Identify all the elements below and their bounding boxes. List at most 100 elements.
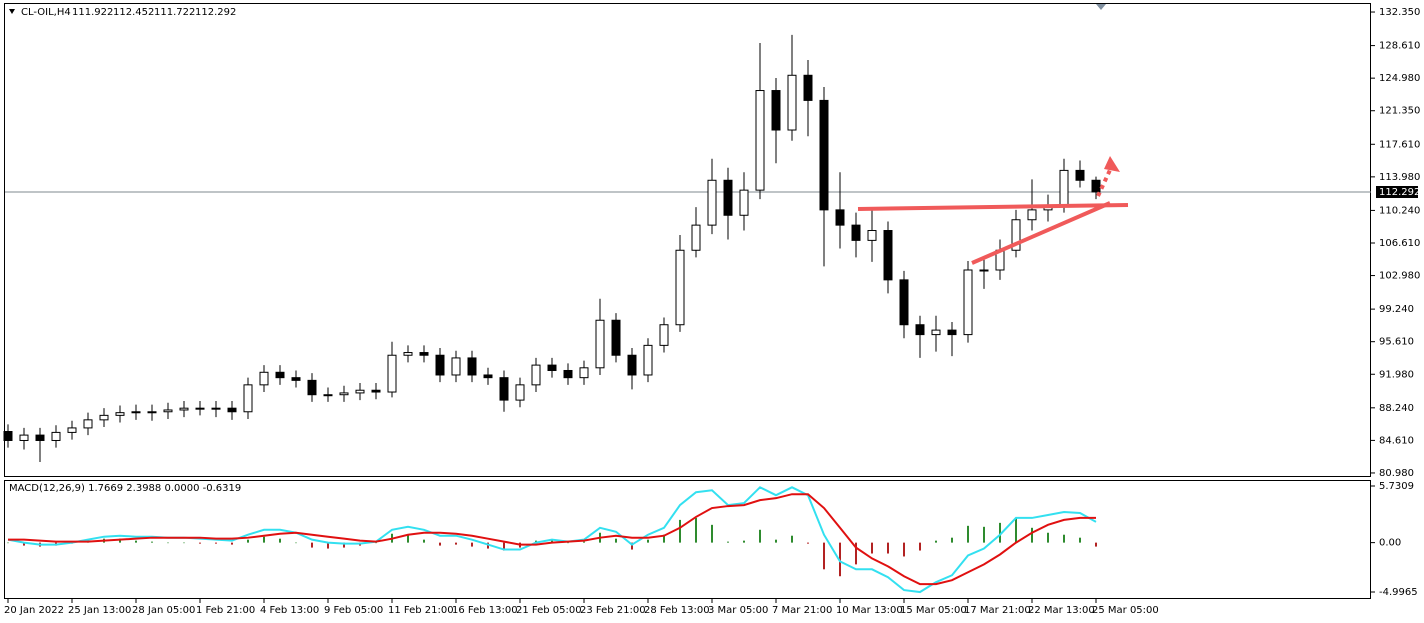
histogram-bar	[7, 542, 9, 544]
candle-body	[675, 249, 685, 326]
candle-body	[403, 352, 413, 356]
histogram-bar	[855, 542, 857, 565]
histogram-bar	[327, 542, 329, 549]
candle-body	[1059, 169, 1069, 206]
histogram-bar	[679, 519, 681, 543]
header-value: 112.452	[113, 7, 154, 18]
trend-line	[971, 201, 1111, 265]
candle-body	[195, 407, 205, 410]
candle-body	[883, 230, 893, 281]
candle-body	[659, 324, 669, 346]
header-value: 111.922	[72, 7, 113, 18]
histogram-bar	[343, 542, 345, 548]
symbol-title: CL-OIL,H4	[21, 7, 71, 18]
candle-body	[1091, 179, 1101, 193]
histogram-bar	[887, 542, 889, 554]
candle-body	[499, 377, 509, 401]
candle-body	[643, 344, 653, 376]
candle-body	[915, 324, 925, 336]
x-tick-label: 16 Feb 13:00	[452, 605, 518, 616]
x-tick-label: 15 Mar 05:00	[900, 605, 967, 616]
histogram-bar	[471, 542, 473, 547]
histogram-bar	[903, 542, 905, 557]
histogram-bar	[951, 537, 953, 543]
histogram-bar	[647, 539, 649, 543]
histogram-bar	[167, 542, 169, 544]
histogram-bar	[1079, 537, 1081, 543]
histogram-bar	[967, 525, 969, 543]
histogram-bar	[711, 524, 713, 543]
histogram-bar	[279, 538, 281, 543]
candle-body	[739, 189, 749, 216]
histogram-bar	[839, 542, 841, 577]
histogram-bar	[1095, 542, 1097, 547]
histogram-bar	[775, 539, 777, 543]
candle-body	[19, 434, 29, 441]
candle-body	[787, 74, 797, 131]
x-tick-label: 20 Jan 2022	[4, 605, 64, 616]
histogram-bar	[551, 539, 553, 543]
candle-body	[291, 377, 301, 381]
candle-body	[1075, 169, 1085, 181]
candle-body	[35, 434, 45, 441]
x-tick-label: 22 Mar 13:00	[1028, 605, 1095, 616]
candle-body	[163, 409, 173, 413]
histogram-bar	[375, 542, 377, 544]
histogram-bar	[199, 542, 201, 544]
y-tick-label: 121.350	[1379, 106, 1420, 117]
x-tick-label: 21 Feb 05:00	[516, 605, 582, 616]
histogram-bar	[615, 538, 617, 543]
histogram-bar	[823, 542, 825, 570]
macd-panel-frame	[4, 480, 1371, 599]
candle-body	[243, 384, 253, 413]
histogram-bar	[727, 541, 729, 543]
candle-body	[67, 427, 77, 433]
candle-body	[547, 364, 557, 371]
macd-line	[8, 493, 1096, 586]
candle-body	[755, 90, 765, 191]
x-tick-label: 28 Feb 13:00	[644, 605, 710, 616]
histogram-bar	[1047, 532, 1049, 543]
candle-body	[115, 412, 125, 416]
candle-body	[931, 329, 941, 336]
histogram-bar	[759, 529, 761, 543]
x-tick-label: 1 Feb 21:00	[196, 605, 255, 616]
y-tick-label: 117.610	[1379, 139, 1420, 150]
candle-body	[515, 384, 525, 401]
histogram-bar	[871, 542, 873, 554]
candle-body	[723, 179, 733, 216]
candle-body	[835, 209, 845, 226]
candle-body	[899, 279, 909, 326]
y-tick-label: 88.240	[1379, 403, 1414, 414]
histogram-bar	[503, 542, 505, 551]
x-tick-label: 25 Jan 13:00	[68, 605, 131, 616]
last-price-label: 112.292	[1379, 187, 1420, 198]
histogram-bar	[935, 540, 937, 543]
annotations	[857, 156, 1129, 265]
candle-body	[371, 389, 381, 393]
histogram-bar	[263, 536, 265, 543]
histogram-bar	[407, 534, 409, 543]
candle-body	[51, 431, 61, 441]
y-tick-label: 102.980	[1379, 271, 1420, 282]
x-tick-label: 7 Mar 21:00	[772, 605, 832, 616]
candle-body	[691, 224, 701, 251]
y-tick-label: 106.610	[1379, 238, 1420, 249]
histogram-bar	[215, 542, 217, 544]
histogram-bar	[583, 541, 585, 543]
candle-body	[179, 407, 189, 411]
last-price-badge	[1376, 186, 1418, 199]
y-tick-label: 124.980	[1379, 73, 1420, 84]
histogram-bar	[231, 542, 233, 545]
histogram-bar	[743, 540, 745, 543]
y-tick-label: 113.980	[1379, 172, 1420, 183]
histogram-bar	[631, 542, 633, 550]
candle-body	[387, 354, 397, 393]
candle-body	[947, 329, 957, 336]
menu-triangle[interactable]	[9, 9, 15, 14]
y-tick-label: 0.00	[1379, 538, 1401, 549]
candle-body	[963, 269, 973, 336]
candle-body	[323, 394, 333, 397]
candle-body	[483, 374, 493, 379]
